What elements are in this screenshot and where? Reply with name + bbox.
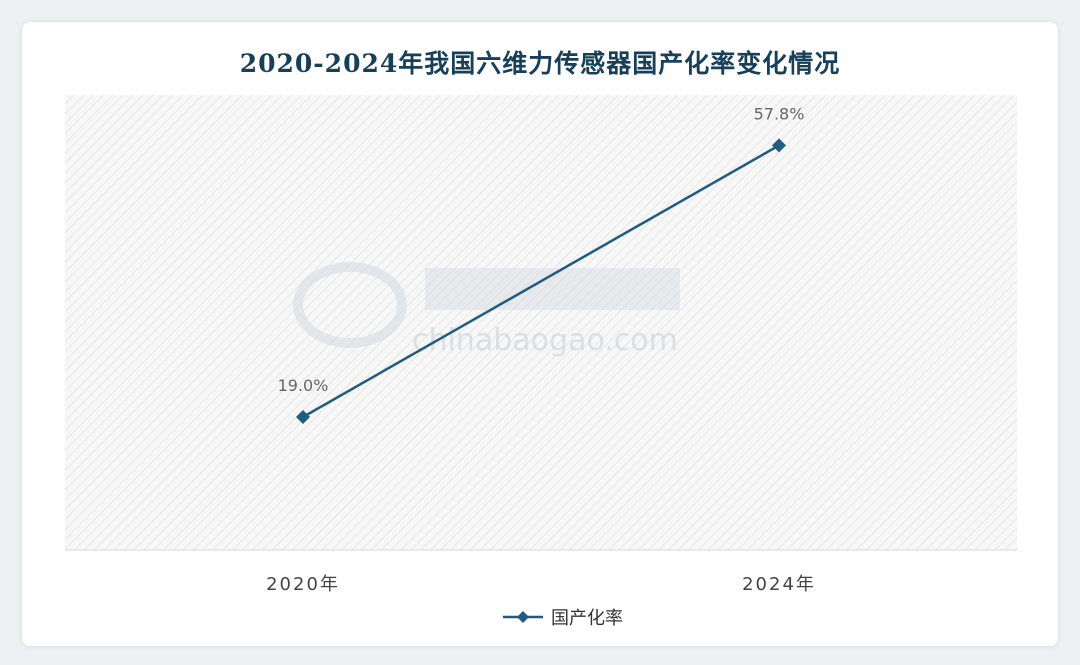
legend-label: 国产化率 <box>551 608 623 629</box>
chart-title: 2020-2024年我国六维力传感器国产化率变化情况 <box>239 49 841 78</box>
legend: 国产化率 <box>503 608 623 629</box>
series-line <box>302 144 780 419</box>
data-label: 57.8% <box>754 104 805 123</box>
data-label: 19.0% <box>278 376 329 395</box>
series-layer: 19.0% 57.8% <box>278 104 805 424</box>
legend-diamond-marker <box>517 611 529 623</box>
svg-text:chinabaogao.com: chinabaogao.com <box>412 323 678 358</box>
data-point-marker <box>296 410 310 424</box>
data-point-marker <box>772 138 786 153</box>
x-tick-label: 2024年 <box>742 574 816 595</box>
plot-area <box>65 95 1017 550</box>
x-axis-ticks: 2020年 2024年 <box>266 574 816 595</box>
x-tick-label: 2020年 <box>266 574 340 595</box>
